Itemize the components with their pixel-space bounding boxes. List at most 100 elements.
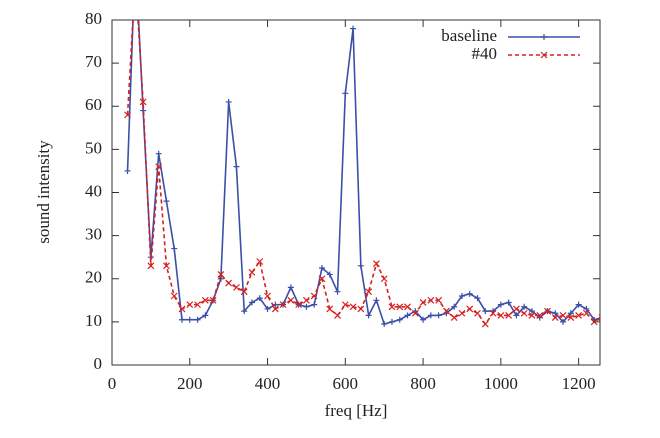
data-point <box>388 303 396 311</box>
plot-area <box>124 20 600 328</box>
data-point <box>474 295 481 302</box>
data-point <box>233 163 240 170</box>
data-point <box>442 307 450 315</box>
x-tick-label: 800 <box>410 374 436 393</box>
data-point <box>497 311 505 319</box>
data-point <box>567 310 574 317</box>
data-point <box>171 245 178 252</box>
data-point <box>381 321 388 328</box>
data-point <box>396 303 404 311</box>
data-point <box>575 301 582 308</box>
x-tick-label: 1200 <box>562 374 596 393</box>
data-point <box>598 316 600 319</box>
data-point <box>458 293 465 299</box>
data-point <box>287 284 294 291</box>
data-point <box>575 311 583 319</box>
data-point <box>481 320 489 328</box>
data-point <box>209 296 217 304</box>
data-point <box>513 312 520 319</box>
y-tick-label: 70 <box>85 52 102 71</box>
data-point <box>450 314 458 321</box>
data-point <box>147 262 155 270</box>
data-point <box>139 98 147 106</box>
data-point <box>505 299 512 306</box>
data-point <box>287 296 295 304</box>
data-point <box>458 309 466 317</box>
data-point <box>248 268 256 276</box>
x-tick-label: 1000 <box>484 374 518 393</box>
data-point <box>373 297 380 304</box>
data-point <box>521 303 528 310</box>
data-point <box>544 307 551 315</box>
data-point <box>598 314 600 321</box>
y-tick-label: 40 <box>85 181 102 200</box>
data-point <box>489 309 497 317</box>
series-line <box>126 20 600 326</box>
data-point <box>225 98 232 105</box>
data-point <box>318 264 325 271</box>
y-tick-label: 0 <box>94 354 103 373</box>
data-point <box>466 290 473 297</box>
data-point <box>551 314 559 321</box>
x-tick-label: 0 <box>108 374 117 393</box>
data-point <box>334 311 341 319</box>
data-point <box>435 296 443 304</box>
data-point <box>233 283 240 291</box>
data-point <box>256 295 263 302</box>
plot-border <box>111 19 601 366</box>
data-point <box>396 316 403 323</box>
data-point <box>512 305 520 313</box>
data-point <box>241 308 248 315</box>
data-point <box>201 296 209 304</box>
y-tick-label: 20 <box>85 268 102 287</box>
y-tick-label: 60 <box>85 95 102 114</box>
data-point <box>365 312 372 319</box>
data-point <box>310 292 318 300</box>
data-point <box>474 309 481 317</box>
data-point <box>170 292 178 300</box>
data-point <box>380 275 388 283</box>
data-point <box>279 301 287 309</box>
y-tick-label: 10 <box>85 311 102 330</box>
data-point <box>528 311 536 319</box>
data-point <box>435 312 442 319</box>
data-point <box>404 303 411 311</box>
data-point <box>248 299 255 306</box>
data-point <box>497 301 504 308</box>
data-point <box>178 305 186 313</box>
legend-marker <box>540 51 548 59</box>
data-point <box>342 90 349 97</box>
data-point <box>295 301 303 309</box>
data-point <box>451 303 458 310</box>
data-point <box>420 316 427 323</box>
y-tick-label: 50 <box>85 138 102 157</box>
legend-marker <box>541 34 547 40</box>
data-point <box>466 305 474 313</box>
data-point <box>552 310 559 317</box>
y-tick-label: 30 <box>85 225 102 244</box>
data-point <box>311 301 318 308</box>
data-point <box>505 311 513 319</box>
data-point <box>482 308 489 315</box>
data-point <box>264 292 271 300</box>
x-axis-label: freq [Hz] <box>325 401 388 420</box>
data-point <box>225 279 233 287</box>
data-point <box>271 305 279 313</box>
data-point <box>520 309 528 317</box>
x-tick-label: 600 <box>333 374 359 393</box>
data-point <box>427 296 435 304</box>
data-point <box>349 303 357 311</box>
data-point <box>388 318 395 325</box>
x-tick-label: 400 <box>255 374 281 393</box>
series-line <box>126 20 600 326</box>
data-point <box>163 198 170 205</box>
x-tick-label: 200 <box>177 374 203 393</box>
data-point <box>264 305 271 312</box>
data-point <box>155 163 163 171</box>
data-point <box>582 309 590 317</box>
data-point <box>124 167 131 174</box>
data-point <box>528 308 535 315</box>
data-point <box>186 301 194 309</box>
data-point <box>326 305 334 313</box>
